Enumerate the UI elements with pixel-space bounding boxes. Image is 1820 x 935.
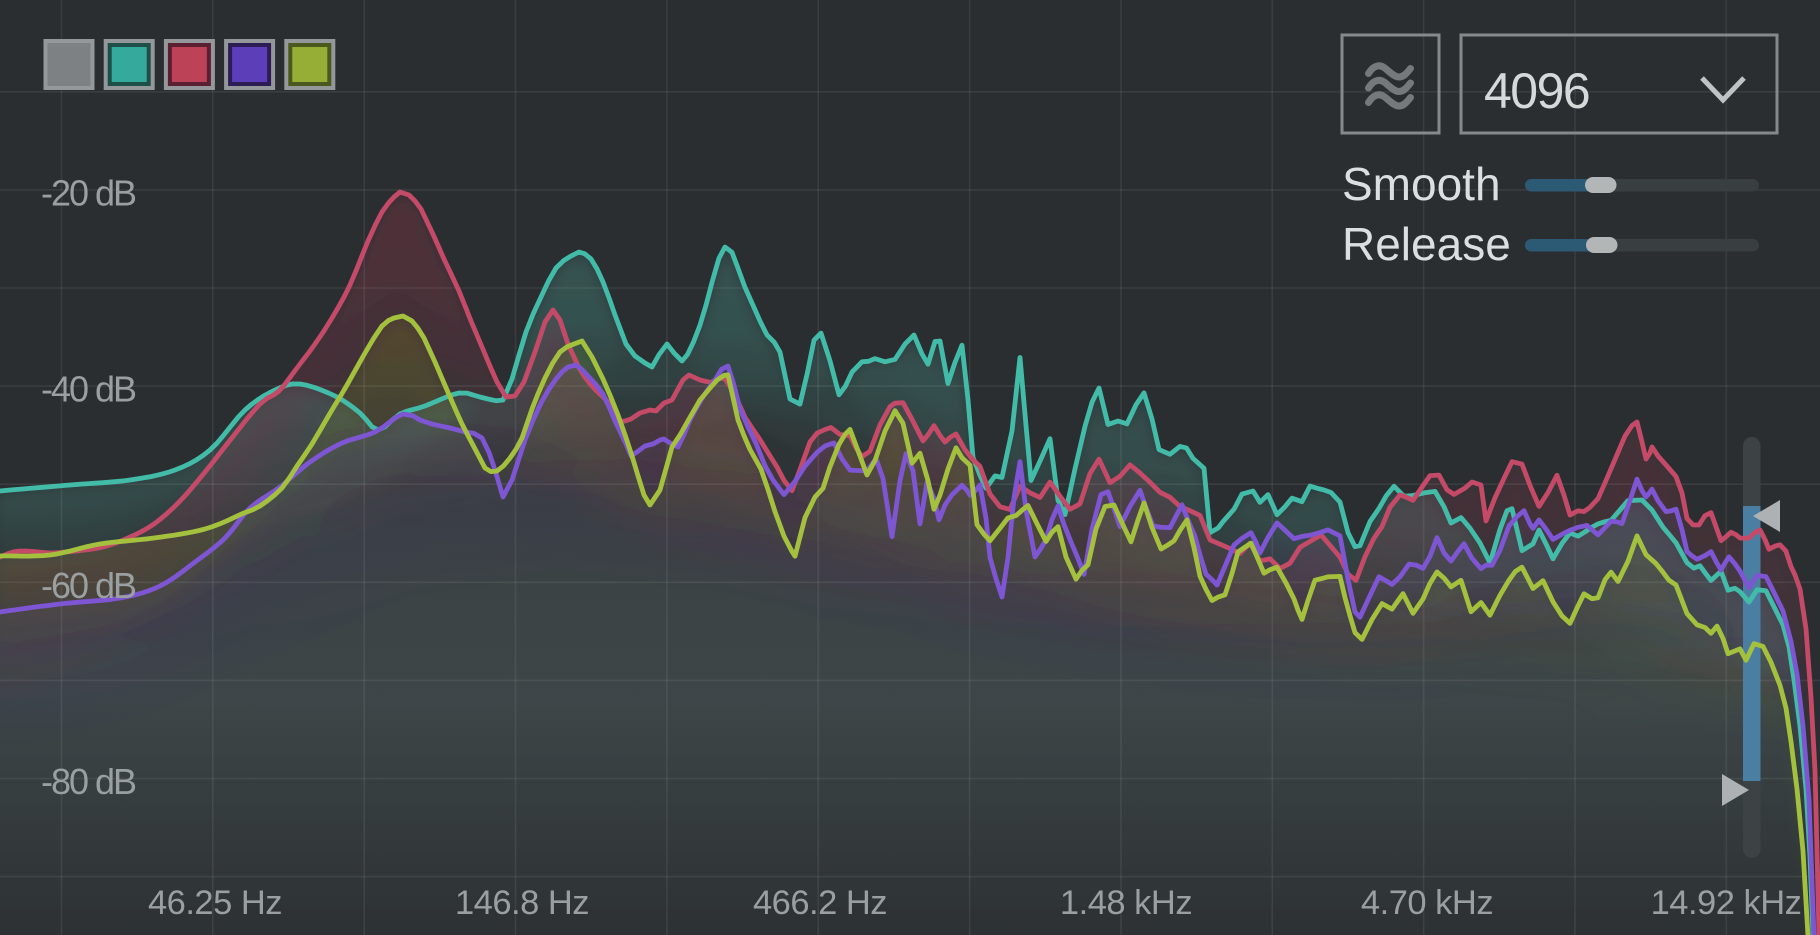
svg-text:146.8 Hz: 146.8 Hz — [455, 884, 589, 922]
svg-text:14.92 kHz: 14.92 kHz — [1651, 884, 1802, 922]
svg-text:Smooth: Smooth — [1342, 158, 1501, 210]
svg-text:46.25 Hz: 46.25 Hz — [148, 884, 282, 922]
svg-text:-60 dB: -60 dB — [41, 565, 136, 606]
svg-text:1.48 kHz: 1.48 kHz — [1060, 884, 1192, 922]
svg-text:-80 dB: -80 dB — [41, 761, 136, 802]
svg-text:4.70 kHz: 4.70 kHz — [1361, 884, 1493, 922]
svg-text:-40 dB: -40 dB — [41, 369, 136, 410]
svg-text:Release: Release — [1342, 218, 1511, 270]
svg-text:-20 dB: -20 dB — [41, 173, 136, 214]
svg-text:4096: 4096 — [1484, 63, 1589, 119]
svg-text:466.2 Hz: 466.2 Hz — [753, 884, 887, 922]
